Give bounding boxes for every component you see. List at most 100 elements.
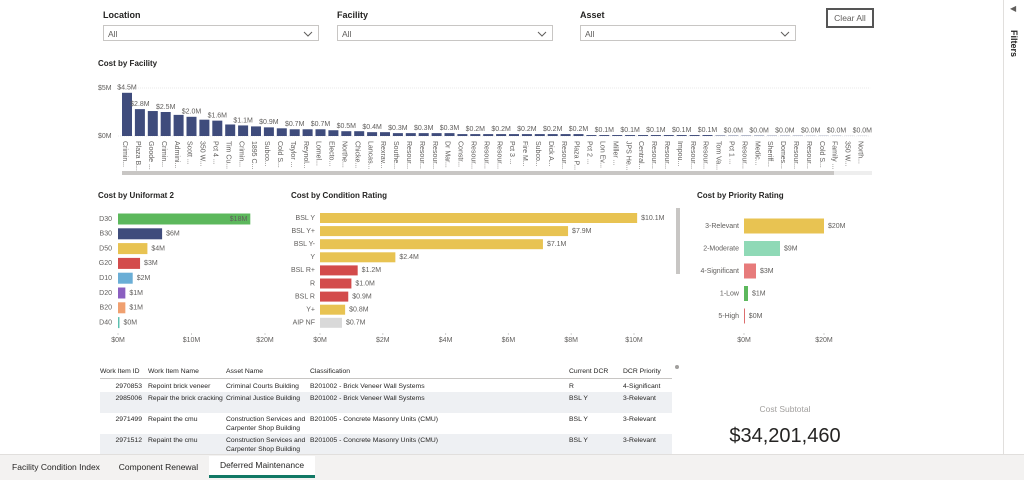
table-header: Work Item ID xyxy=(100,368,140,375)
bar xyxy=(173,114,184,136)
x-tick-label: Plaza P... xyxy=(573,141,580,170)
tab[interactable]: Component Renewal xyxy=(118,462,199,472)
tab-bar xyxy=(0,454,1024,480)
x-tick-label: Fire M... xyxy=(521,141,528,167)
bar xyxy=(341,131,352,136)
data-label: $9M xyxy=(784,245,798,252)
y-tick-label: AIP NF xyxy=(293,320,315,327)
x-tick-label: Lomel... xyxy=(315,141,322,166)
charts: Cost by Facility $0M $5M $4.5M Crimin... $2.8… xyxy=(98,59,872,369)
x-tick-label: Impou... xyxy=(676,141,683,166)
x-tick-label: Resour... xyxy=(663,141,670,169)
y-tick-label: BSL R+ xyxy=(291,267,315,274)
data-label: $4M xyxy=(151,245,165,252)
x-tick-label: Cold S... xyxy=(276,141,283,168)
data-label: $0M xyxy=(749,313,763,320)
bar xyxy=(289,129,300,136)
x-tick-label: Crimin... xyxy=(237,141,244,167)
x-tick-label: Domes... xyxy=(779,141,786,169)
table-cell: Repair the brick cracking xyxy=(148,395,223,402)
data-label: $0.2M xyxy=(569,126,589,133)
table-row xyxy=(100,413,672,434)
data-label: $0.7M xyxy=(311,121,331,128)
bar xyxy=(160,112,171,136)
x-tick-label: $8M xyxy=(564,337,578,344)
collapse-icon[interactable]: ◀ xyxy=(1010,4,1017,13)
x-tick-label: 350 W... xyxy=(199,141,206,167)
y-tick-label: Y+ xyxy=(306,307,315,314)
bar xyxy=(199,119,210,136)
x-tick-label: Goode ... xyxy=(147,141,154,170)
data-label: $2M xyxy=(137,275,151,282)
bar xyxy=(315,129,326,136)
pane-border xyxy=(1003,0,1004,454)
x-tick-label: Rexrav... xyxy=(379,141,386,169)
y-tick-label: 5-High xyxy=(718,313,739,320)
x-tick-label: $20M xyxy=(815,337,833,344)
y-tick-label: D20 xyxy=(99,290,112,297)
table-cell: 2970853 xyxy=(115,383,142,390)
bar xyxy=(320,265,358,276)
bar xyxy=(744,218,824,234)
x-tick-label: Southe... xyxy=(392,141,399,169)
bar xyxy=(638,135,648,136)
x-tick-label: Resour... xyxy=(702,141,709,169)
data-label: $0.7M xyxy=(285,121,305,128)
y-tick-label: 2-Moderate xyxy=(703,245,739,252)
filter-dropdown[interactable]: All xyxy=(103,25,319,41)
y-tick-label: B20 xyxy=(100,305,113,312)
data-label: $0.0M xyxy=(724,127,744,134)
x-tick-label: $10M xyxy=(183,337,201,344)
table-row xyxy=(100,392,672,413)
bar xyxy=(496,134,507,136)
x-tick-label: Sheriff... xyxy=(766,141,773,167)
table-cell: Construction Services and Carpenter Shop… xyxy=(226,416,306,432)
x-tick-label: Resour... xyxy=(405,141,412,169)
bar xyxy=(134,109,145,136)
filter-dropdown[interactable]: All xyxy=(337,25,553,41)
scrollbar[interactable] xyxy=(676,208,680,274)
bar xyxy=(118,243,148,255)
filters-pane-label[interactable]: Filters xyxy=(1009,30,1019,58)
chevron xyxy=(780,31,790,37)
data-label: $0.2M xyxy=(466,126,486,133)
data-label: $0.1M xyxy=(595,127,615,134)
x-tick-label: $0M xyxy=(313,337,327,344)
x-tick-label: Pct 1 ... xyxy=(727,141,734,165)
bar xyxy=(744,263,756,279)
data-label: $0.3M xyxy=(440,125,460,132)
x-tick-label: $2M xyxy=(376,337,390,344)
x-tick-label: Northe... xyxy=(340,141,347,168)
data-label: $0.9M xyxy=(259,119,279,126)
data-label: $1M xyxy=(129,290,143,297)
scroll-track xyxy=(834,171,872,175)
bar xyxy=(118,228,163,240)
data-label: $0.1M xyxy=(698,127,718,134)
table-cell: BSL Y xyxy=(569,395,588,402)
filter-dropdown[interactable]: All xyxy=(580,25,796,41)
scrollbar[interactable] xyxy=(122,171,834,175)
chevron-path xyxy=(303,31,313,37)
table-cell: Construction Services and Carpenter Shop… xyxy=(226,437,306,453)
table-header: Work Item Name xyxy=(148,368,199,375)
chart-title: Cost by Facility xyxy=(98,59,158,68)
table-cell: B201005 - Concrete Masonry Units (CMU) xyxy=(310,437,439,444)
bar xyxy=(573,134,584,136)
bar xyxy=(251,126,261,136)
x-tick-label: Reynol... xyxy=(302,141,309,169)
tab[interactable]: Deferred Maintenance xyxy=(209,456,315,478)
x-tick-label: Taylor ... xyxy=(289,141,296,168)
bar xyxy=(320,226,569,237)
bar xyxy=(547,134,558,136)
x-tick-label: Crimin... xyxy=(160,141,167,167)
table-cell: Repaint the cmu xyxy=(148,437,198,444)
tab[interactable]: Facility Condition Index xyxy=(12,462,100,472)
data-label: $0.1M xyxy=(672,127,692,134)
data-label: $0.0M xyxy=(801,128,821,135)
bar xyxy=(320,317,342,328)
x-tick-label: $0M xyxy=(111,337,125,344)
clear-all-button[interactable]: Clear All xyxy=(826,8,874,28)
table-cell: 3-Relevant xyxy=(623,395,656,402)
data-label: $18M xyxy=(230,216,248,223)
bar xyxy=(380,132,390,136)
